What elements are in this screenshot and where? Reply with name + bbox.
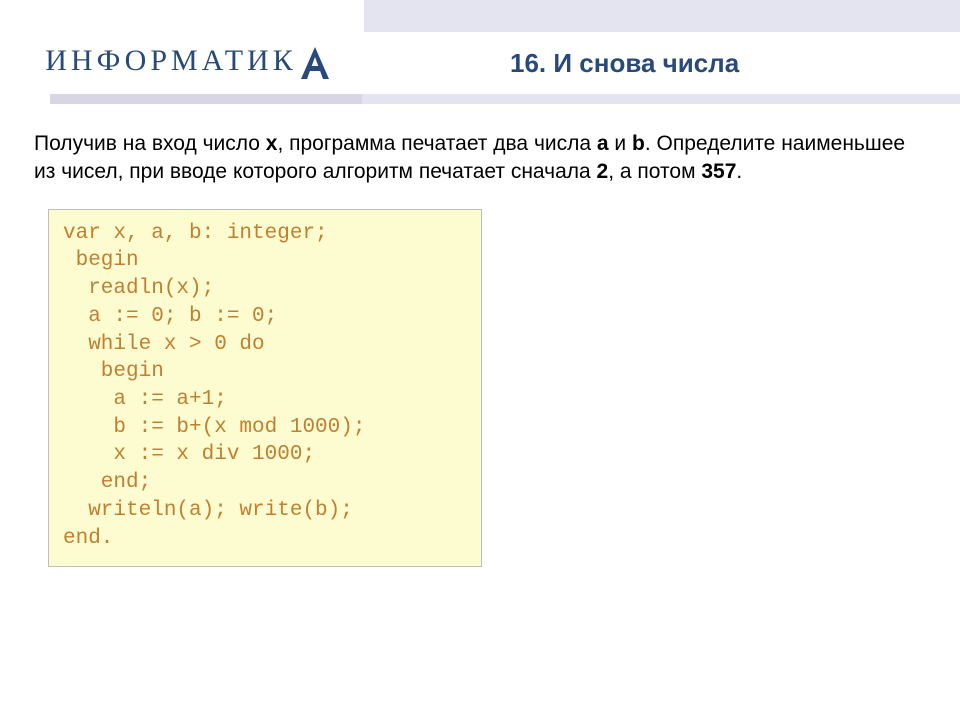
text-fragment: , программа печатает два числа	[277, 132, 596, 155]
code-line: begin	[63, 247, 467, 275]
logo-box: ИНФОРМАТИК	[0, 32, 360, 94]
num-1: 2	[597, 160, 609, 183]
band-left	[0, 94, 50, 104]
code-line: a := 0; b := 0;	[63, 303, 467, 331]
problem-statement: Получив на вход число x, программа печат…	[34, 130, 930, 187]
var-x: x	[266, 132, 278, 155]
slide-title: 16. И снова числа	[510, 48, 739, 79]
code-line: a := a+1;	[63, 386, 467, 414]
code-line: end.	[63, 525, 467, 553]
code-line: b := b+(x mod 1000);	[63, 414, 467, 442]
var-a: a	[597, 132, 609, 155]
logo-letter-a-icon	[295, 43, 335, 83]
header-stripe-right	[364, 0, 960, 32]
separator-band	[0, 94, 960, 104]
band-mid	[50, 94, 362, 104]
var-b: b	[632, 132, 645, 155]
text-fragment: и	[609, 132, 632, 155]
header-stripe	[0, 0, 960, 32]
header-stripe-left	[0, 0, 364, 32]
text-fragment: Получив на вход число	[34, 132, 266, 155]
code-block: var x, a, b: integer; begin readln(x); a…	[48, 209, 482, 568]
num-2: 357	[701, 160, 736, 183]
code-line: var x, a, b: integer;	[63, 220, 467, 248]
code-line: end;	[63, 469, 467, 497]
title-box: 16. И снова числа	[360, 32, 960, 94]
content-area: Получив на вход число x, программа печат…	[0, 104, 960, 567]
band-right	[362, 94, 960, 104]
text-fragment: .	[736, 160, 742, 183]
code-line: readln(x);	[63, 275, 467, 303]
code-line: x := x div 1000;	[63, 441, 467, 469]
logo-text: ИНФОРМАТИК	[45, 43, 334, 83]
code-line: writeln(a); write(b);	[63, 497, 467, 525]
text-fragment: , а потом	[608, 160, 701, 183]
logo-title-row: ИНФОРМАТИК 16. И снова числа	[0, 32, 960, 94]
code-line: begin	[63, 358, 467, 386]
code-line: while x > 0 do	[63, 331, 467, 359]
